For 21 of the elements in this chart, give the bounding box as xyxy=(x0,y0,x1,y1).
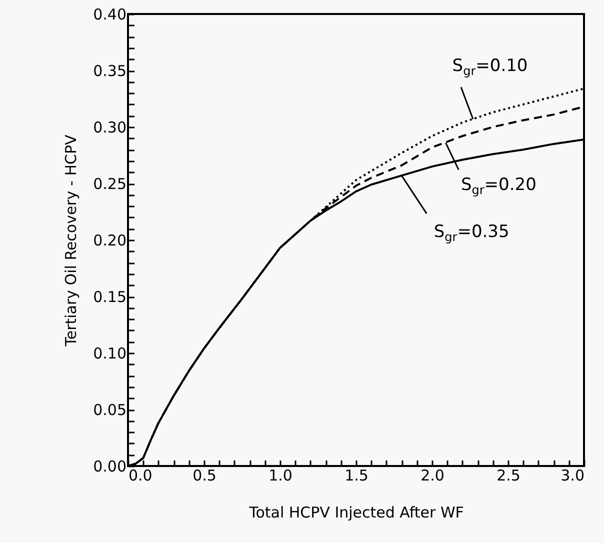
annotation: S$_{gr}$=0.20 xyxy=(460,174,536,198)
annotation: S$_{gr}$=0.35 xyxy=(434,221,510,244)
y-tick-label: 0.25 xyxy=(93,175,126,193)
x-tick-label: 1.0 xyxy=(268,466,292,484)
y-tick-label: 0.35 xyxy=(93,62,126,80)
y-tick-label: 0.10 xyxy=(93,344,126,362)
x-tick-label: 2.0 xyxy=(420,466,444,484)
y-tick-label: 0.15 xyxy=(93,288,126,306)
y-axis-title: Tertiary Oil Recovery - HCPV xyxy=(62,134,80,348)
x-tick-label: 3.0 xyxy=(560,466,584,484)
x-tick-label: 0.5 xyxy=(192,466,216,484)
y-tick-label: 0.05 xyxy=(93,401,126,419)
x-tick-label: 1.5 xyxy=(344,466,368,484)
y-tick-label: 0.30 xyxy=(93,118,126,136)
y-tick-label: 0.40 xyxy=(93,6,126,24)
x-tick-label: 2.5 xyxy=(496,466,520,484)
x-axis-title: Total HCPV Injected After WF xyxy=(248,504,464,522)
y-tick-label: 0.20 xyxy=(93,232,126,250)
annotation: S$_{gr}$=0.10 xyxy=(452,56,528,78)
x-tick-label: 0.0 xyxy=(128,466,152,484)
y-tick-label: 0.00 xyxy=(93,458,126,476)
